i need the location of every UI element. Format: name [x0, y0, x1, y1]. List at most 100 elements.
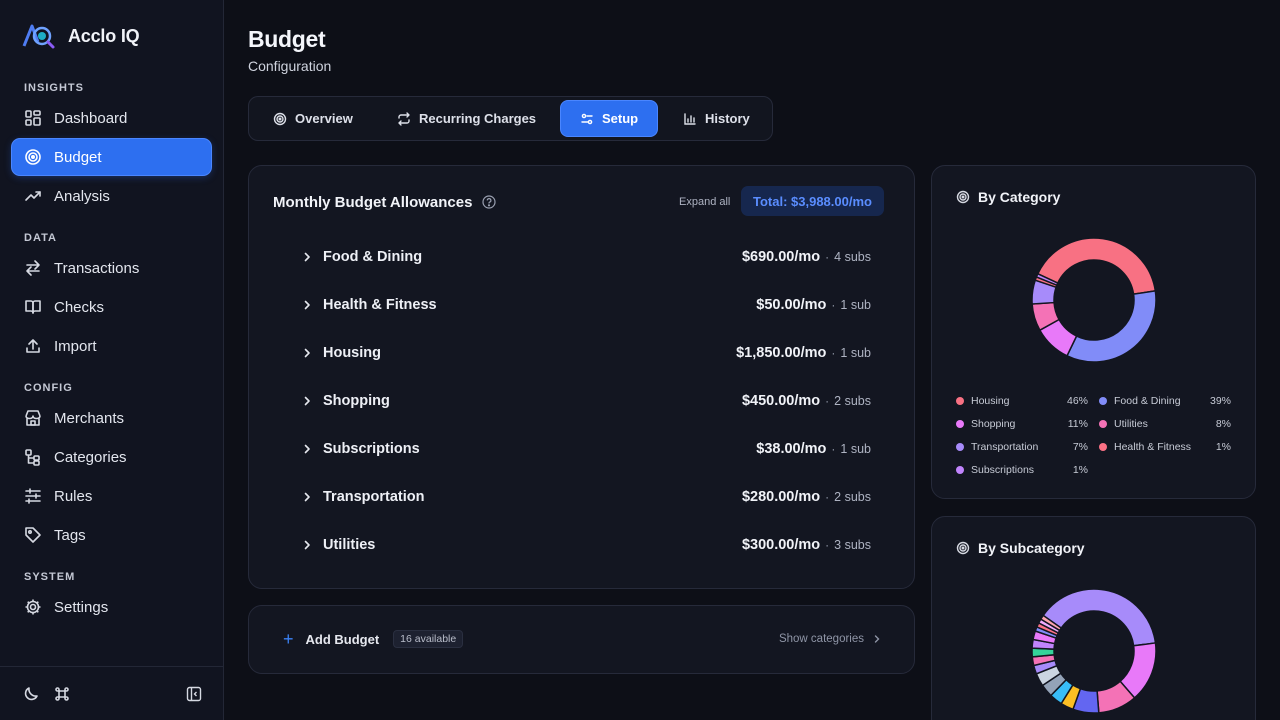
- budget-row[interactable]: Transportation $280.00/mo · 2 subs: [301, 485, 871, 509]
- legend-swatch: [956, 420, 964, 428]
- tab-setup[interactable]: Setup: [561, 101, 658, 136]
- sidebar-item-dashboard[interactable]: Dashboard: [12, 100, 211, 136]
- bar-chart-icon: [684, 112, 696, 125]
- brand[interactable]: Acclo IQ: [22, 22, 140, 50]
- card-title: By Category: [978, 189, 1061, 205]
- sidebar-item-checks[interactable]: Checks: [12, 289, 211, 325]
- budget-row[interactable]: Subscriptions $38.00/mo · 1 sub: [301, 437, 871, 461]
- legend-pct: 11%: [1067, 418, 1088, 430]
- sidebar-item-label: Categories: [54, 448, 127, 466]
- separator-dot: ·: [831, 298, 836, 312]
- legend-swatch: [956, 397, 964, 405]
- section-system: SYSTEM: [24, 571, 76, 583]
- tab-history[interactable]: History: [671, 101, 762, 136]
- sliders-icon: [25, 488, 41, 504]
- collapse-sidebar-icon[interactable]: [185, 685, 203, 703]
- sidebar-item-budget[interactable]: Budget: [12, 139, 211, 175]
- legend-item: Housing: [956, 395, 1010, 407]
- moon-icon[interactable]: [22, 685, 40, 703]
- legend-pct: 39%: [1209, 395, 1231, 407]
- arrows-swap-icon: [26, 260, 40, 276]
- command-icon[interactable]: [53, 685, 71, 703]
- row-name: Food & Dining: [323, 249, 423, 265]
- show-categories-link[interactable]: Show categories: [779, 633, 882, 645]
- target-icon: [956, 541, 970, 555]
- sidebar-item-tags[interactable]: Tags: [12, 517, 211, 553]
- page-title: Budget: [248, 26, 326, 52]
- legend-label: Utilities: [1114, 418, 1148, 430]
- sidebar-item-label: Tags: [54, 526, 86, 544]
- chevron-right-icon: [304, 252, 310, 262]
- sidebar-item-merchants[interactable]: Merchants: [12, 400, 211, 436]
- sidebar-item-settings[interactable]: Settings: [12, 589, 211, 625]
- sidebar-item-categories[interactable]: Categories: [12, 439, 211, 475]
- legend-swatch: [1099, 443, 1107, 451]
- separator-dot: ·: [825, 490, 830, 504]
- row-subs: 1 sub: [840, 346, 871, 360]
- settings-sliders-icon: [581, 113, 593, 124]
- legend-label: Food & Dining: [1114, 395, 1181, 407]
- card-title: By Subcategory: [978, 540, 1085, 556]
- row-name: Housing: [323, 345, 381, 361]
- sidebar-item-analysis[interactable]: Analysis: [12, 178, 211, 214]
- row-amount: $1,850.00/mo: [736, 345, 827, 361]
- tree-icon: [25, 449, 40, 466]
- legend-item: Food & Dining: [1099, 395, 1181, 407]
- legend-item: Health & Fitness: [1099, 441, 1191, 453]
- budget-row[interactable]: Utilities $300.00/mo · 3 subs: [301, 533, 871, 557]
- budget-row[interactable]: Health & Fitness $50.00/mo · 1 sub: [301, 293, 871, 317]
- row-amount: $690.00/mo: [741, 249, 821, 265]
- budget-row[interactable]: Food & Dining $690.00/mo · 4 subs: [301, 245, 871, 269]
- separator-dot: ·: [831, 442, 836, 456]
- add-budget-card: + Add Budget 16 available Show categorie…: [248, 605, 915, 674]
- total-badge: Total: $3,988.00/mo: [741, 186, 884, 216]
- target-icon: [956, 190, 970, 204]
- legend-pct: 46%: [1066, 395, 1088, 407]
- sidebar-item-import[interactable]: Import: [12, 328, 211, 364]
- tab-overview[interactable]: Overview: [261, 101, 365, 136]
- show-categories-label: Show categories: [778, 633, 864, 645]
- target-icon: [25, 149, 41, 165]
- separator-dot: ·: [825, 538, 830, 552]
- tab-bar: Overview Recurring Charges Setup History: [248, 96, 773, 141]
- help-icon[interactable]: [482, 195, 496, 209]
- chevron-right-icon: [304, 348, 310, 358]
- legend-swatch: [956, 443, 964, 451]
- legend-item: Transportation: [956, 441, 1038, 453]
- sidebar-footer: [0, 666, 223, 720]
- budget-allowances-card: Monthly Budget Allowances Expand all Tot…: [248, 165, 915, 589]
- budget-row[interactable]: Housing $1,850.00/mo · 1 sub: [301, 341, 871, 365]
- tab-label: Overview: [295, 111, 353, 126]
- legend-swatch: [956, 466, 964, 474]
- legend-item: Shopping: [956, 418, 1015, 430]
- tab-recurring-charges[interactable]: Recurring Charges: [385, 101, 548, 136]
- chevron-right-icon: [304, 444, 310, 454]
- sidebar-item-label: Budget: [54, 148, 102, 166]
- row-subs: 3 subs: [834, 538, 871, 552]
- legend-pct: 8%: [1215, 418, 1231, 430]
- sidebar-item-label: Transactions: [54, 259, 140, 277]
- chevron-right-icon: [304, 396, 310, 406]
- legend-label: Shopping: [971, 418, 1016, 430]
- row-amount: $280.00/mo: [741, 489, 821, 505]
- app-name: Acclo IQ: [68, 25, 140, 46]
- budget-row[interactable]: Shopping $450.00/mo · 2 subs: [301, 389, 871, 413]
- expand-all-link[interactable]: Expand all: [679, 196, 731, 208]
- section-config: CONFIG: [24, 382, 73, 394]
- row-subs: 1 sub: [840, 442, 871, 456]
- gear-icon: [25, 599, 41, 615]
- row-name: Utilities: [323, 537, 376, 553]
- sidebar-item-rules[interactable]: Rules: [12, 478, 211, 514]
- sidebar-item-transactions[interactable]: Transactions: [12, 250, 211, 286]
- donut-slice: [1035, 272, 1059, 287]
- section-insights: INSIGHTS: [24, 82, 84, 94]
- row-amount: $450.00/mo: [741, 393, 821, 409]
- by-subcategory-card: By Subcategory: [931, 516, 1256, 720]
- repeat-icon: [398, 111, 410, 126]
- add-budget-button[interactable]: + Add Budget 16 available: [283, 630, 464, 648]
- card-title: Monthly Budget Allowances: [273, 194, 473, 211]
- row-amount: $38.00/mo: [756, 441, 827, 457]
- row-name: Health & Fitness: [323, 297, 437, 313]
- row-subs: 4 subs: [834, 250, 871, 264]
- row-subs: 1 sub: [840, 298, 871, 312]
